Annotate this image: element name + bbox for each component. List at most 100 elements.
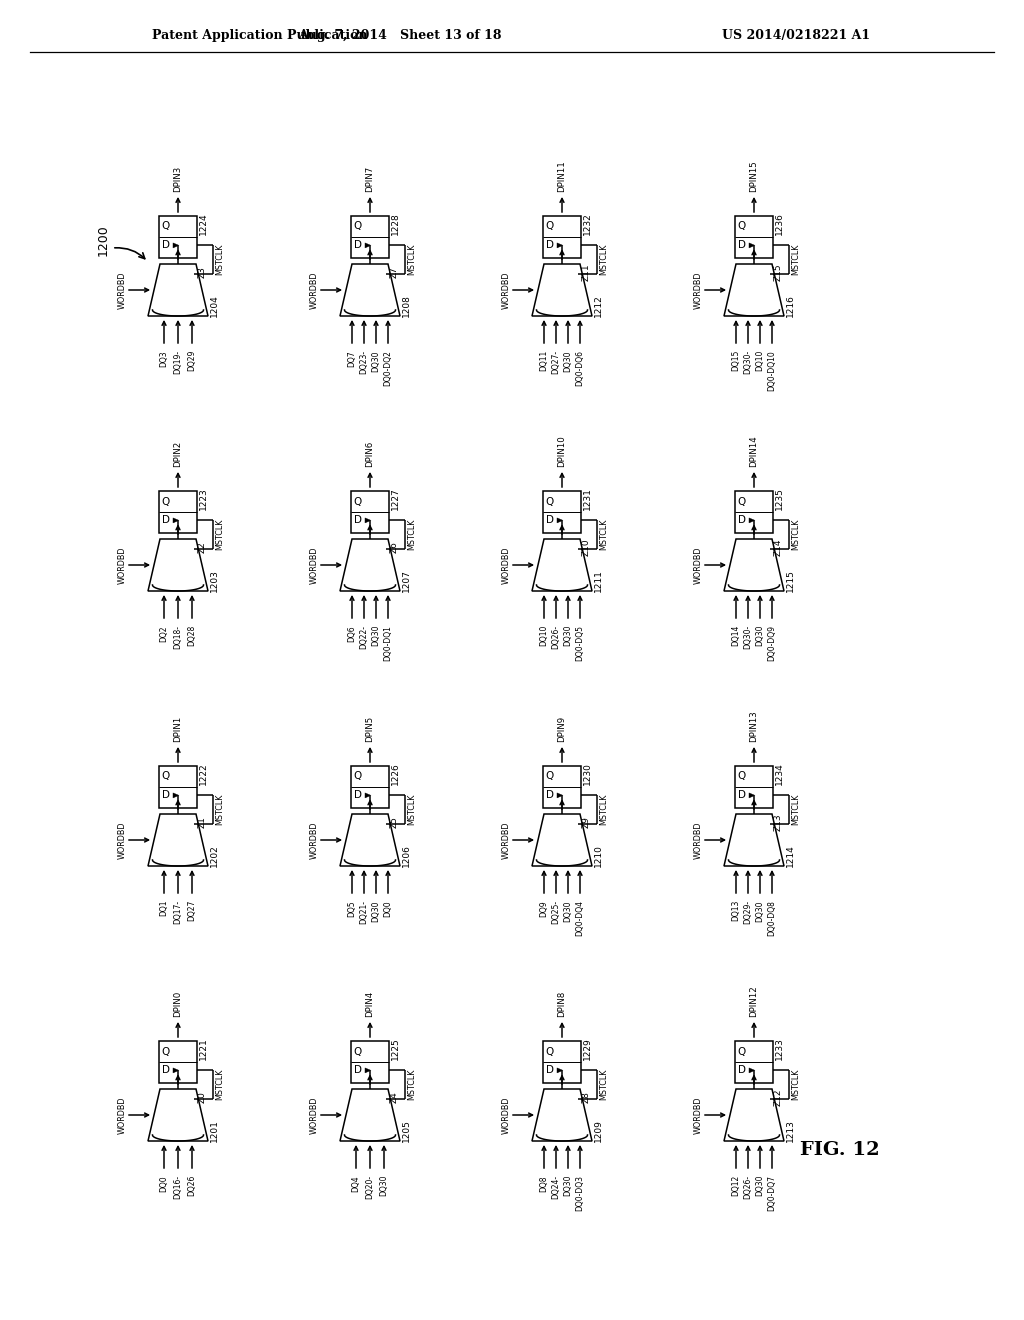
Text: Q: Q [738, 771, 746, 781]
Text: Q: Q [162, 496, 170, 507]
Bar [159, 491, 197, 533]
Text: 1204: 1204 [210, 294, 219, 317]
Text: DQ30: DQ30 [563, 350, 572, 371]
Text: 1231: 1231 [583, 487, 592, 511]
Text: 1235: 1235 [775, 487, 784, 511]
Text: DQ24-: DQ24- [552, 1175, 560, 1199]
Text: Z2: Z2 [198, 541, 207, 553]
Text: FIG. 12: FIG. 12 [800, 1140, 880, 1159]
Text: DQ30: DQ30 [563, 1175, 572, 1196]
Text: D: D [162, 1065, 170, 1076]
Text: DPIN13: DPIN13 [750, 710, 759, 742]
Bar [351, 491, 389, 533]
Text: WORDBD: WORDBD [502, 546, 511, 583]
Text: DQ0-DQ5: DQ0-DQ5 [575, 624, 585, 661]
Text: DQ23-: DQ23- [359, 350, 369, 374]
Polygon shape [173, 793, 179, 797]
Text: DQ8: DQ8 [540, 1175, 549, 1192]
Text: D: D [354, 240, 362, 251]
Text: 1229: 1229 [583, 1038, 592, 1060]
Text: 1212: 1212 [594, 294, 603, 317]
Polygon shape [557, 517, 563, 523]
Text: 1211: 1211 [594, 569, 603, 593]
Text: WORDBD: WORDBD [693, 546, 702, 583]
Text: Q: Q [162, 222, 170, 231]
Text: DPIN9: DPIN9 [557, 715, 566, 742]
Polygon shape [173, 1068, 179, 1073]
Polygon shape [749, 517, 755, 523]
Text: Z3: Z3 [198, 267, 207, 279]
Text: DQ18-: DQ18- [173, 624, 182, 649]
Text: D: D [738, 791, 746, 800]
Text: 1205: 1205 [402, 1119, 411, 1142]
Text: Z8: Z8 [582, 1092, 591, 1104]
Text: MSTCLK: MSTCLK [791, 519, 800, 550]
Text: WORDBD: WORDBD [309, 271, 318, 309]
Text: WORDBD: WORDBD [502, 821, 511, 859]
Text: DQ9: DQ9 [540, 900, 549, 916]
Text: 1210: 1210 [594, 845, 603, 867]
Text: DQ25-: DQ25- [552, 900, 560, 924]
Bar [735, 766, 773, 808]
Text: WORDBD: WORDBD [693, 271, 702, 309]
Text: DPIN0: DPIN0 [173, 991, 182, 1016]
Text: D: D [546, 1065, 554, 1076]
Text: MSTCLK: MSTCLK [791, 795, 800, 825]
Text: Z9: Z9 [582, 816, 591, 828]
Text: WORDBD: WORDBD [118, 546, 127, 583]
Text: DQ12: DQ12 [731, 1175, 740, 1196]
Polygon shape [365, 793, 371, 797]
Text: DQ30-: DQ30- [743, 624, 753, 649]
Text: DQ10: DQ10 [540, 624, 549, 647]
Text: DPIN4: DPIN4 [366, 991, 375, 1016]
Text: DQ13: DQ13 [731, 900, 740, 921]
Text: DQ0-DQ6: DQ0-DQ6 [575, 350, 585, 385]
Text: Q: Q [354, 496, 362, 507]
Text: DQ0-DQ7: DQ0-DQ7 [768, 1175, 776, 1210]
Text: Q: Q [546, 222, 554, 231]
Text: 1216: 1216 [786, 294, 795, 317]
Text: Q: Q [546, 496, 554, 507]
Text: 1226: 1226 [391, 763, 400, 785]
Text: 1209: 1209 [594, 1119, 603, 1142]
Text: D: D [162, 791, 170, 800]
Text: DQ21-: DQ21- [359, 900, 369, 924]
Text: Q: Q [162, 1047, 170, 1056]
Text: Q: Q [354, 771, 362, 781]
Text: 1213: 1213 [786, 1119, 795, 1142]
Text: WORDBD: WORDBD [309, 821, 318, 859]
Text: DQ0-DQ9: DQ0-DQ9 [768, 624, 776, 661]
Text: DQ0-DQ1: DQ0-DQ1 [384, 624, 392, 661]
Polygon shape [749, 1068, 755, 1073]
Text: Q: Q [354, 222, 362, 231]
Text: DQ29-: DQ29- [743, 900, 753, 924]
Bar [735, 491, 773, 533]
Text: MSTCLK: MSTCLK [599, 795, 608, 825]
Text: DPIN1: DPIN1 [173, 715, 182, 742]
Text: WORDBD: WORDBD [502, 271, 511, 309]
Text: DQ4: DQ4 [351, 1175, 360, 1192]
Text: DQ26-: DQ26- [552, 624, 560, 649]
Text: DQ5: DQ5 [347, 900, 356, 916]
Text: Aug. 7, 2014   Sheet 13 of 18: Aug. 7, 2014 Sheet 13 of 18 [298, 29, 502, 41]
Polygon shape [173, 517, 179, 523]
Text: MSTCLK: MSTCLK [215, 244, 224, 276]
Text: Patent Application Publication: Patent Application Publication [152, 29, 368, 41]
Text: DQ7: DQ7 [347, 350, 356, 367]
Text: DQ0-DQ4: DQ0-DQ4 [575, 900, 585, 936]
Text: DQ16-: DQ16- [173, 1175, 182, 1199]
Bar [351, 1041, 389, 1082]
Text: WORDBD: WORDBD [309, 546, 318, 583]
Text: 1227: 1227 [391, 487, 400, 511]
Polygon shape [365, 243, 371, 248]
Text: DPIN5: DPIN5 [366, 715, 375, 742]
Text: D: D [354, 1065, 362, 1076]
Text: DQ30-: DQ30- [743, 350, 753, 375]
Text: D: D [354, 515, 362, 525]
Text: D: D [738, 1065, 746, 1076]
Text: DPIN2: DPIN2 [173, 441, 182, 467]
Text: Q: Q [738, 1047, 746, 1056]
Text: 1206: 1206 [402, 845, 411, 867]
Text: 1203: 1203 [210, 569, 219, 593]
Text: WORDBD: WORDBD [118, 1096, 127, 1134]
